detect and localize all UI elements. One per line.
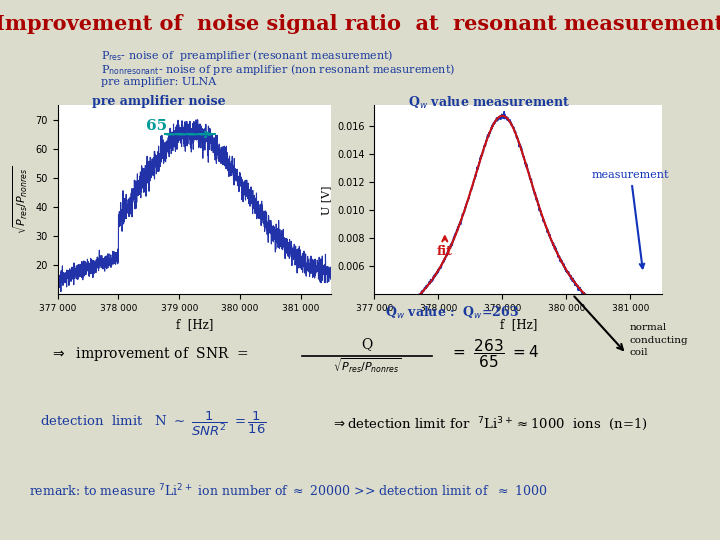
Text: Q$_w$ value measurement: Q$_w$ value measurement [408, 94, 571, 111]
Text: $\Rightarrow$detection limit for  $^7$Li$^{3+}$$\approx$1000  ions  (n=1): $\Rightarrow$detection limit for $^7$Li$… [331, 415, 648, 433]
Text: $\sqrt{P_{res} / P_{nonres}}$: $\sqrt{P_{res} / P_{nonres}}$ [333, 356, 401, 375]
Text: pre amplifier noise: pre amplifier noise [91, 94, 225, 107]
Text: P$_{\rm res}$- noise of  preamplifier (resonant measurement): P$_{\rm res}$- noise of preamplifier (re… [101, 48, 393, 63]
Text: Q$_w$ value :  Q$_w$=263: Q$_w$ value : Q$_w$=263 [385, 305, 519, 321]
Y-axis label: U [V]: U [V] [322, 185, 331, 214]
Text: measurement: measurement [592, 170, 670, 268]
Text: 65: 65 [145, 119, 167, 133]
Text: pre amplifier: ULNA: pre amplifier: ULNA [101, 77, 216, 87]
Text: Q: Q [361, 337, 373, 351]
Text: $\Rightarrow$  improvement of  SNR  =: $\Rightarrow$ improvement of SNR = [50, 345, 249, 363]
Text: remark: to measure $^7$Li$^{2+}$ ion number of $\approx$ 20000 >> detection limi: remark: to measure $^7$Li$^{2+}$ ion num… [29, 483, 547, 500]
Text: Improvement of  noise signal ratio  at  resonant measurement: Improvement of noise signal ratio at res… [0, 14, 720, 33]
Text: $=\  \dfrac{263}{65}\ = 4$: $=\ \dfrac{263}{65}\ = 4$ [450, 338, 539, 370]
Text: normal
conducting
coil: normal conducting coil [630, 323, 688, 357]
Text: P$_{\rm nonresonant}$- noise of pre amplifier (non resonant measurement): P$_{\rm nonresonant}$- noise of pre ampl… [101, 62, 455, 77]
Text: fit: fit [437, 237, 453, 258]
X-axis label: f  [Hz]: f [Hz] [500, 319, 537, 332]
X-axis label: f  [Hz]: f [Hz] [176, 319, 213, 332]
Text: detection  limit   N $\sim\ \dfrac{1}{SNR^2}$ $= \dfrac{1}{16}$: detection limit N $\sim\ \dfrac{1}{SNR^2… [40, 410, 266, 438]
Y-axis label: $\sqrt{P_{res} / P_{nonres}}$: $\sqrt{P_{res} / P_{nonres}}$ [12, 166, 30, 234]
